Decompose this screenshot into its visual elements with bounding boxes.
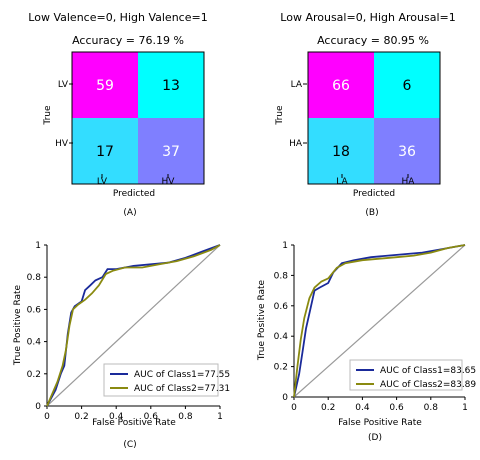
- legend-box: [103, 363, 219, 397]
- cm-cell-0-1: [138, 52, 204, 118]
- panel-b-label: (B): [365, 208, 378, 218]
- cm-frame: [307, 51, 441, 185]
- y-tick-label: 0.8: [27, 273, 42, 283]
- x-tick-label: 0.8: [178, 412, 193, 422]
- y-tick-label: 0.6: [274, 302, 289, 312]
- panel-c: 0 0.2 0.4 0.6 0.8 1 0 0.2 0.4 0.6 0.8 1 AUC of Clas…: [13, 241, 230, 450]
- cm-b-ticks: [303, 83, 409, 178]
- cm-cell-0-0: [72, 52, 138, 118]
- cm-b-xlabel: Predicted: [353, 189, 395, 199]
- roc-d-xlabel: False Positive Rate: [338, 418, 422, 428]
- panel-d-label: (D): [368, 433, 382, 443]
- cm-a-accuracy: Accuracy = 76.19 %: [72, 34, 184, 47]
- roc-c-legend: AUC of Class1=77.55 AUC of Class2=77.31: [103, 363, 230, 397]
- panel-a: Low Valence=0, High Valence=1 Accuracy =…: [28, 11, 207, 218]
- cm-cell-1-0: [72, 118, 138, 184]
- cm-a-cells: 59 13 17 37: [71, 51, 205, 185]
- x-tick-label: 0.2: [321, 403, 335, 413]
- x-tick-label: 0.4: [109, 412, 124, 422]
- cm-b-accuracy: Accuracy = 80.95 %: [317, 34, 429, 47]
- cm-a-col-label-1: HV: [162, 177, 176, 187]
- roc-d-legend: AUC of Class1=83.65 AUC of Class2=83.89: [349, 359, 476, 391]
- roc-d-axes: 0 0.2 0.4 0.6 0.8 1 0 0.2 0.4 0.6 0.8 1: [274, 241, 468, 413]
- cm-a-row-label-0: LV: [58, 80, 69, 90]
- roc-c-series: [46, 244, 221, 407]
- cm-value-0-1: 13: [162, 78, 180, 94]
- roc-d-ylabel: True Positive Rate: [257, 279, 267, 361]
- y-tick-label: 0: [282, 393, 288, 403]
- cm-cell-1-0: [308, 118, 374, 184]
- cm-b-ylabel: True: [275, 105, 285, 126]
- x-tick-label: 0.4: [355, 403, 370, 413]
- cm-value-1-1: 36: [398, 144, 416, 160]
- x-tick-label: 0.6: [389, 403, 404, 413]
- y-tick-label: 1: [282, 241, 288, 251]
- cm-b-row-label-0: LA: [291, 80, 303, 90]
- cm-cell-0-0: [308, 52, 374, 118]
- cm-value-1-0: 18: [332, 144, 350, 160]
- cm-b-title: Low Arousal=0, High Arousal=1: [280, 11, 455, 24]
- legend-label-1: AUC of Class1=77.55: [134, 370, 230, 380]
- cm-frame: [71, 51, 205, 185]
- cm-value-1-1: 37: [162, 144, 180, 160]
- y-tick-label: 0: [35, 402, 41, 412]
- legend-label-2: AUC of Class2=83.89: [380, 380, 476, 390]
- cm-cell-0-1: [374, 52, 440, 118]
- x-tick-label: 0: [44, 412, 50, 422]
- cm-b-cells: 66 618 36: [307, 51, 441, 185]
- panel-b: Low Arousal=0, High Arousal=1 Accuracy =…: [275, 11, 456, 218]
- chance-diagonal: [46, 244, 221, 407]
- cm-cell-1-1: [138, 118, 204, 184]
- cm-b-row-label-1: HA: [289, 139, 303, 149]
- panel-d: 0 0.2 0.4 0.6 0.8 1 0 0.2 0.4 0.6 0.8 1 AUC of Clas…: [257, 241, 476, 443]
- cm-value-0-0: 66: [332, 78, 350, 94]
- cm-value-0-1: 6: [403, 78, 412, 94]
- x-tick-label: 0.2: [74, 412, 88, 422]
- panel-a-label: (A): [123, 208, 136, 218]
- cm-value-0-0: 59: [96, 78, 114, 94]
- roc-series-2: [46, 244, 221, 407]
- cm-b-col-label-1: HA: [402, 177, 416, 187]
- cm-a-row-label-1: HV: [55, 139, 69, 149]
- cm-value-1-0: 17: [96, 144, 114, 160]
- roc-d-series: [293, 244, 466, 398]
- x-tick-label: 0.6: [144, 412, 159, 422]
- cm-b-col-label-0: LA: [336, 177, 348, 187]
- roc-c-ylabel: True Positive Rate: [13, 284, 23, 366]
- cm-a-col-label-0: LV: [97, 177, 108, 187]
- y-tick-label: 0.8: [274, 271, 289, 281]
- roc-c-xlabel: False Positive Rate: [92, 418, 176, 428]
- y-tick-label: 0.2: [274, 363, 288, 373]
- x-tick-label: 1: [217, 412, 223, 422]
- legend-label-1: AUC of Class1=83.65: [380, 366, 476, 376]
- chance-diagonal: [293, 244, 466, 398]
- y-tick-label: 0.4: [27, 338, 42, 348]
- roc-c-axes: 0 0.2 0.4 0.6 0.8 1 0 0.2 0.4 0.6 0.8 1: [27, 241, 223, 422]
- y-tick-label: 0.4: [274, 332, 289, 342]
- x-tick-label: 1: [462, 403, 468, 413]
- y-tick-label: 0.2: [27, 370, 41, 380]
- roc-series-2: [293, 244, 466, 398]
- y-tick-label: 0.6: [27, 305, 42, 315]
- x-tick-label: 0: [291, 403, 297, 413]
- x-tick-label: 0.8: [424, 403, 439, 413]
- cm-a-ticks: [69, 83, 169, 178]
- legend-label-2: AUC of Class2=77.31: [134, 384, 230, 394]
- y-tick-label: 1: [35, 241, 41, 251]
- cm-a-xlabel: Predicted: [113, 189, 155, 199]
- cm-a-title: Low Valence=0, High Valence=1: [28, 11, 207, 24]
- cm-cell-1-1: [374, 118, 440, 184]
- cm-a-ylabel: True: [43, 105, 53, 126]
- panel-c-label: (C): [123, 440, 136, 450]
